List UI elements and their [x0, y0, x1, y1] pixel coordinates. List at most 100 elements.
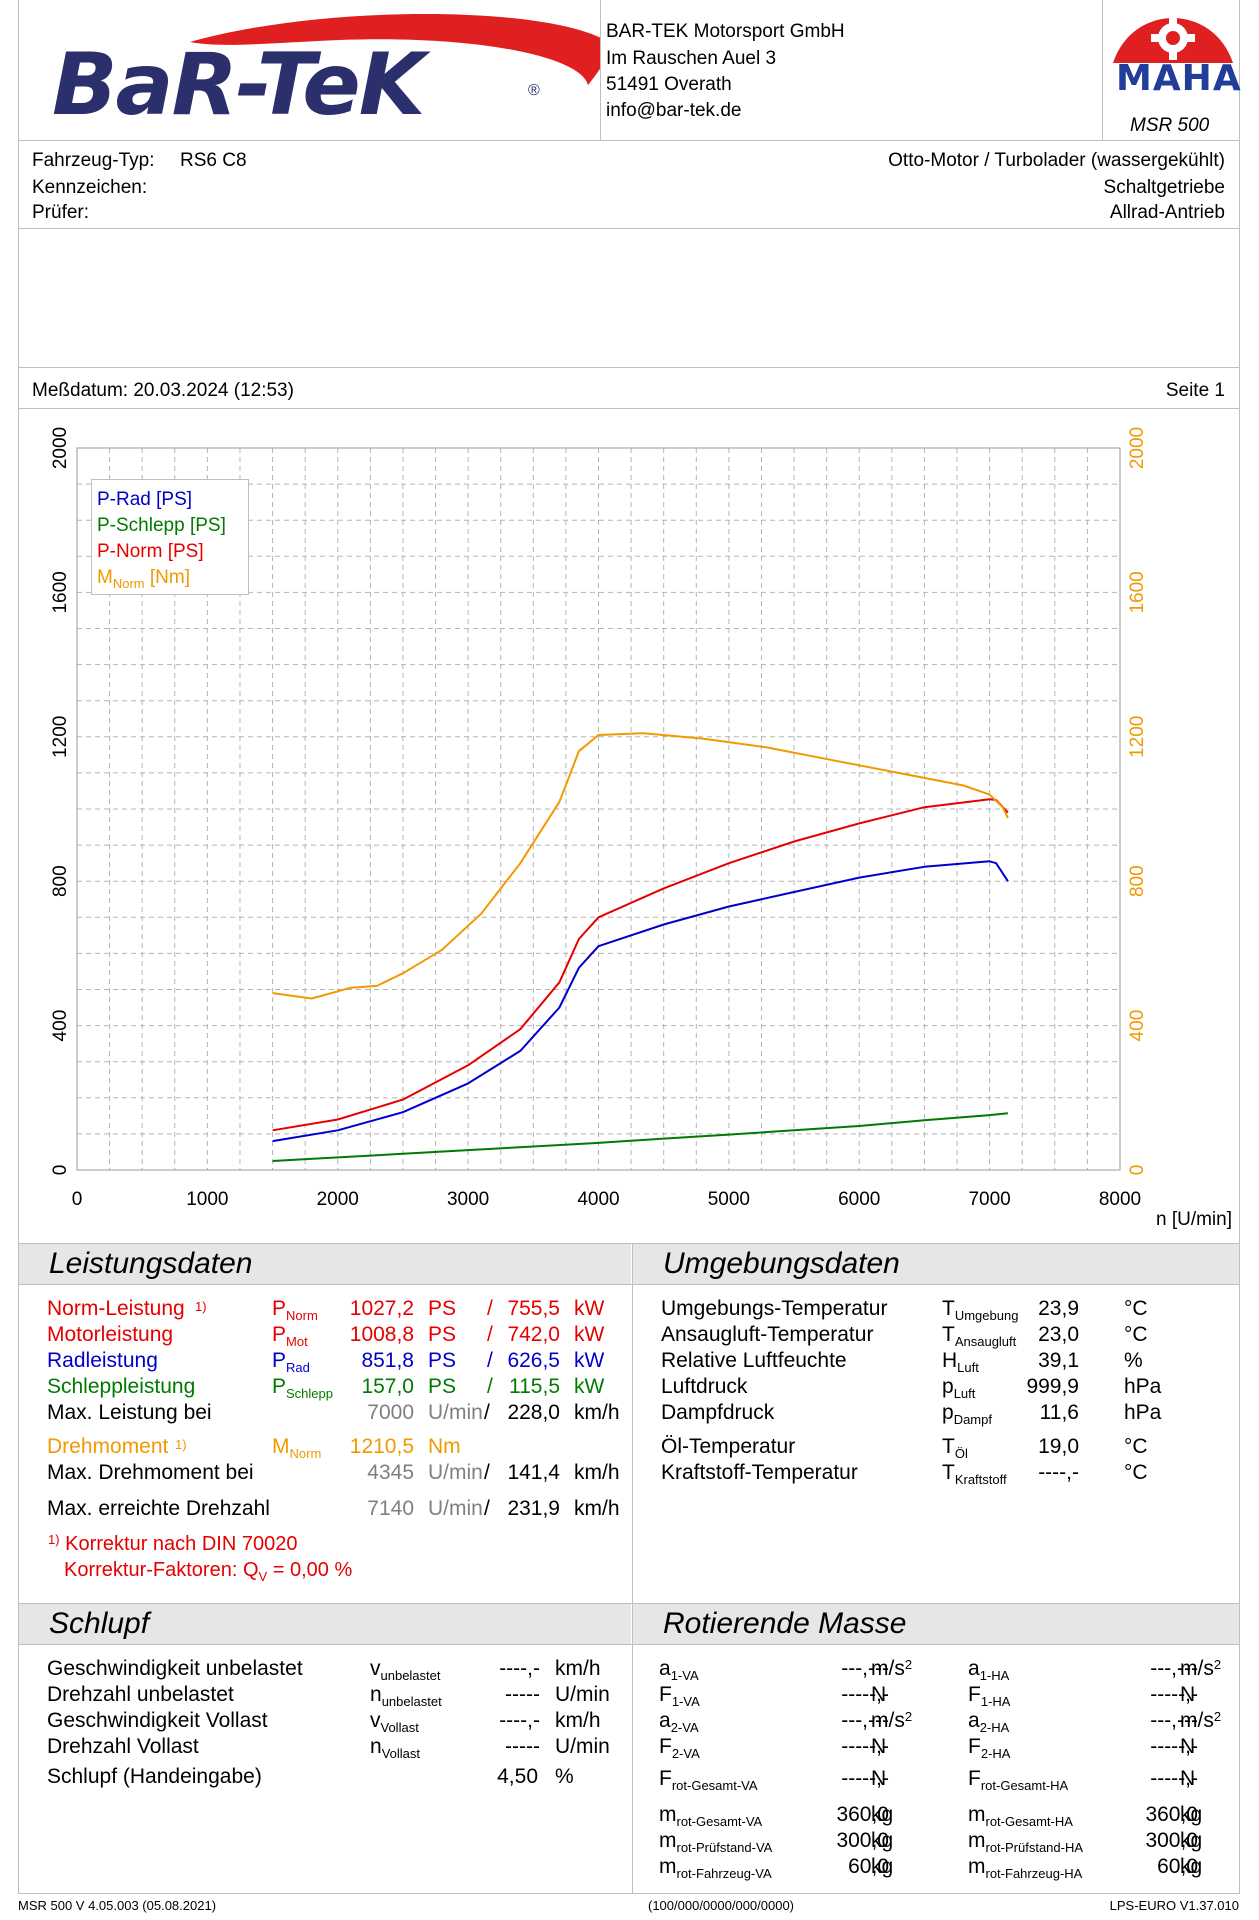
y-left-tick-label: 0: [50, 1165, 71, 1176]
plate-label: Kennzeichen:: [32, 177, 148, 198]
bar-tek-logo: BaR-TeK ®: [40, 10, 609, 135]
report-sheet: [18, 0, 1240, 1894]
series-line-moment: [272, 732, 1009, 1000]
umgebung-row: Umgebungs-Temperatur TUmgebung 23,9 °C: [661, 1297, 1148, 1323]
rot-row-va: F1-VA -----,- N: [659, 1683, 889, 1709]
y-left-tick-label: 400: [50, 1010, 71, 1042]
y-left-tick-label: 1200: [50, 716, 71, 758]
section-rotierende-masse: Rotierende Masse: [633, 1604, 1239, 1644]
page-number: Seite 1: [1165, 380, 1225, 401]
leistung-row: Drehmoment 1) MNorm 1210,5 Nm: [47, 1435, 461, 1461]
umgebung-row: Ansaugluft-Temperatur TAnsaugluft 23,0 °…: [661, 1323, 1148, 1349]
tester-label: Prüfer:: [32, 202, 90, 223]
legend-p-norm: P-Norm [PS]: [97, 541, 204, 562]
series-line-norm: [272, 798, 1009, 1132]
leistung-row: Motorleistung PMot 1008,8 PS/742,0 kW: [47, 1323, 605, 1349]
plot-frame: [76, 447, 1121, 1171]
company-street: Im Rauschen Auel 3: [606, 48, 777, 69]
y-right-tick-label: 1600: [1127, 571, 1148, 613]
section-umgebungsdaten: Umgebungsdaten: [633, 1244, 1239, 1284]
footer-code: (100/000/0000/000/0000): [648, 1898, 795, 1913]
rot-row-va: mrot-Fahrzeug-VA 60,0 kg: [659, 1855, 894, 1881]
rot-row-va: F2-VA -----,- N: [659, 1735, 889, 1761]
vehicle-type-value: RS6 C8: [180, 150, 247, 171]
rot-row-ha: a2-HA ---,--- m/s2: [968, 1709, 1222, 1735]
leistung-row: Max. Drehmoment bei 4345 U/min/141,4 km/h: [47, 1461, 620, 1484]
series-line-schlepp: [272, 1112, 1008, 1162]
schlupf-manual-row: Schlupf (Handeingabe) 4,50 %: [47, 1765, 574, 1788]
company-city: 51491 Overath: [606, 74, 732, 95]
rot-row-ha: mrot-Gesamt-HA 360,0 kg: [968, 1803, 1203, 1829]
chart-legend: P-Rad [PS] P-Schlepp [PS] P-Norm [PS] MN…: [91, 479, 249, 595]
rot-row-ha: mrot-Fahrzeug-HA 60,0 kg: [968, 1855, 1203, 1881]
rot-row-ha: a1-HA ---,--- m/s2: [968, 1657, 1222, 1683]
y-left-tick-label: 800: [50, 865, 71, 897]
schlupf-row: Drehzahl Vollast nVollast ----- U/min: [47, 1735, 610, 1761]
schlupf-row: Geschwindigkeit unbelastet vunbelastet -…: [47, 1657, 601, 1683]
umgebung-row: Öl-Temperatur TÖl 19,0 °C: [661, 1435, 1148, 1461]
vehicle-type-label: Fahrzeug-Typ:: [32, 150, 155, 171]
x-axis-label: n [U/min]: [1156, 1209, 1232, 1230]
measure-date: Meßdatum: 20.03.2024 (12:53): [32, 380, 294, 401]
y-right-tick-label: 800: [1127, 865, 1148, 897]
maha-gear-icon: [1113, 16, 1233, 63]
leistung-row: Norm-Leistung 1) PNorm 1027,2 PS/755,5 kW: [47, 1297, 605, 1323]
footnote-factors: Korrektur-Faktoren: QV = 0,00 %: [64, 1559, 353, 1584]
rot-row-va: a1-VA ---,--- m/s2: [659, 1657, 913, 1683]
x-tick-label: 8000: [1099, 1189, 1141, 1210]
footnote-din: 1) Korrektur nach DIN 70020: [48, 1532, 298, 1555]
maha-logo: MAHA: [1108, 8, 1241, 108]
rot-row-va: a2-VA ---,--- m/s2: [659, 1709, 913, 1735]
y-right-tick-label: 400: [1127, 1010, 1148, 1042]
legend-m-norm: MNorm [Nm]: [97, 567, 190, 591]
x-tick-label: 4000: [577, 1189, 619, 1210]
leistung-row: Max. Leistung bei 7000 U/min/228,0 km/h: [47, 1401, 620, 1424]
rot-row-va: Frot-Gesamt-VA -----,- N: [659, 1767, 889, 1793]
rot-row-va: mrot-Gesamt-VA 360,0 kg: [659, 1803, 894, 1829]
company-email: info@bar-tek.de: [606, 100, 742, 121]
x-tick-label: 1000: [186, 1189, 228, 1210]
schlupf-row: Drehzahl unbelastet nunbelastet ----- U/…: [47, 1683, 610, 1709]
footer-version: MSR 500 V 4.05.003 (05.08.2021): [18, 1898, 217, 1913]
umgebung-row: Relative Luftfeuchte HLuft 39,1 %: [661, 1349, 1143, 1375]
logo-registered-mark: ®: [528, 82, 540, 99]
x-tick-label: 6000: [838, 1189, 880, 1210]
leistung-row: Schleppleistung PSchlepp 157,0 PS/115,5 kW: [47, 1375, 605, 1401]
rot-row-ha: Frot-Gesamt-HA -----,- N: [968, 1767, 1198, 1793]
logo-text: BaR-TeK: [52, 35, 425, 135]
maha-wordmark: MAHA: [1116, 58, 1242, 99]
drive-type: Allrad-Antrieb: [1109, 202, 1225, 223]
rot-row-va: mrot-Prüfstand-VA 300,0 kg: [659, 1829, 894, 1855]
section-leistungsdaten: Leistungsdaten: [19, 1244, 631, 1284]
rot-row-ha: F2-HA -----,- N: [968, 1735, 1198, 1761]
rot-row-ha: F1-HA -----,- N: [968, 1683, 1198, 1709]
umgebung-row: Dampfdruck pDampf 11,6 hPa: [661, 1401, 1162, 1427]
engine-type: Otto-Motor / Turbolader (wassergekühlt): [888, 150, 1225, 171]
x-tick-label: 2000: [317, 1189, 359, 1210]
x-tick-label: 0: [72, 1189, 83, 1210]
x-tick-label: 3000: [447, 1189, 489, 1210]
y-left-tick-label: 2000: [50, 427, 71, 469]
maha-model: MSR 500: [1130, 115, 1210, 136]
company-name: BAR-TEK Motorsport GmbH: [606, 21, 845, 42]
x-tick-label: 7000: [968, 1189, 1010, 1210]
leistung-row: Max. erreichte Drehzahl 7140 U/min/231,9 km…: [47, 1497, 620, 1520]
legend-p-schlepp: P-Schlepp [PS]: [97, 515, 226, 536]
series-line-rad: [272, 860, 1009, 1143]
x-tick-label: 5000: [708, 1189, 750, 1210]
gearbox-type: Schaltgetriebe: [1103, 177, 1225, 198]
y-left-tick-label: 1600: [50, 571, 71, 613]
rot-row-ha: mrot-Prüfstand-HA 300,0 kg: [968, 1829, 1203, 1855]
logo-swoosh-icon: [190, 13, 609, 85]
y-right-tick-label: 0: [1127, 1165, 1148, 1176]
section-schlupf: Schlupf: [19, 1604, 631, 1644]
legend-p-rad: P-Rad [PS]: [97, 489, 193, 510]
y-right-tick-label: 2000: [1127, 427, 1148, 469]
schlupf-row: Geschwindigkeit Vollast vVollast ----,- …: [47, 1709, 601, 1735]
y-right-tick-label: 1200: [1127, 716, 1148, 758]
umgebung-row: Luftdruck pLuft 999,9 hPa: [661, 1375, 1162, 1401]
umgebung-row: Kraftstoff-Temperatur TKraftstoff ----,-…: [661, 1461, 1148, 1487]
footer-lps: LPS-EURO V1.37.010: [1109, 1898, 1239, 1913]
leistung-row: Radleistung PRad 851,8 PS/626,5 kW: [47, 1349, 605, 1375]
